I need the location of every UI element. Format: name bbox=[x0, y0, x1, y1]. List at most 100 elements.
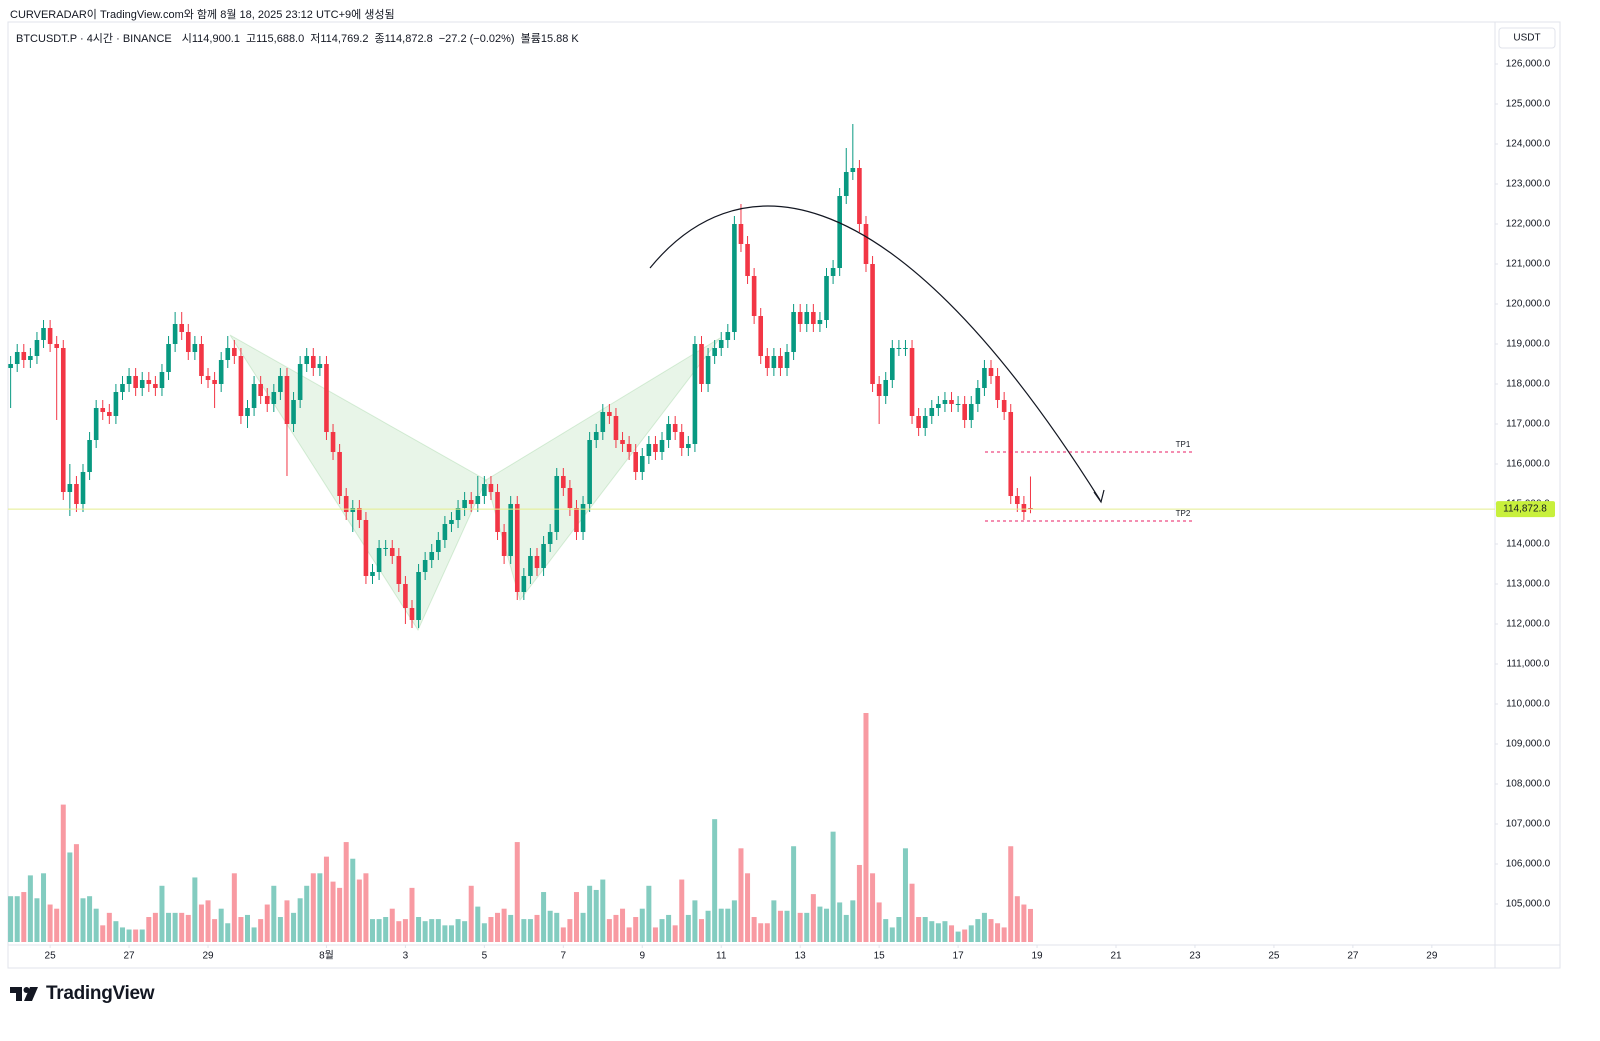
candle-body bbox=[113, 392, 119, 416]
volume-bar bbox=[225, 923, 231, 942]
candle-body bbox=[337, 452, 342, 496]
volume-bar bbox=[218, 908, 224, 942]
candle-body bbox=[758, 316, 764, 356]
volume-bar bbox=[692, 900, 698, 942]
volume-bar bbox=[764, 923, 770, 942]
volume-bar bbox=[843, 914, 849, 942]
volume-bar bbox=[863, 713, 869, 942]
pattern-xab bbox=[229, 334, 487, 632]
y-tick-label: 111,000.0 bbox=[1506, 659, 1549, 670]
volume-bar bbox=[929, 921, 935, 942]
candle-body bbox=[185, 332, 191, 352]
volume-bar bbox=[383, 917, 389, 942]
volume-bar bbox=[534, 914, 540, 942]
candle-body bbox=[133, 376, 138, 388]
volume-bar bbox=[435, 919, 441, 942]
volume-bar bbox=[909, 883, 915, 942]
candle-body bbox=[705, 356, 711, 384]
volume-bar bbox=[758, 923, 764, 942]
volume-bar bbox=[291, 912, 297, 942]
candle-body bbox=[34, 340, 40, 356]
candle-body bbox=[995, 376, 1000, 400]
volume-bar bbox=[100, 925, 106, 942]
volume-bar bbox=[198, 904, 204, 942]
candle-body bbox=[745, 244, 750, 276]
legend-value: 114,769.2 bbox=[320, 33, 369, 45]
y-tick-label: 122,000.0 bbox=[1506, 219, 1551, 230]
candle-body bbox=[8, 364, 13, 368]
candle-body bbox=[699, 344, 704, 384]
volume-bar bbox=[429, 919, 435, 942]
volume-bar bbox=[508, 914, 514, 942]
y-tick-label: 110,000.0 bbox=[1506, 699, 1550, 710]
legend-item: 저114,769.2 bbox=[310, 33, 368, 45]
volume-bar bbox=[567, 919, 573, 942]
candle-body bbox=[587, 440, 592, 504]
candle-body bbox=[541, 544, 546, 568]
volume-bar bbox=[323, 856, 329, 942]
candle-body bbox=[883, 380, 889, 396]
candle-body bbox=[271, 392, 277, 404]
candle-body bbox=[850, 168, 856, 172]
volume-bar bbox=[830, 831, 836, 942]
candle-body bbox=[949, 400, 954, 404]
candle-body bbox=[192, 344, 198, 352]
frame bbox=[7, 21, 1561, 969]
candle-body bbox=[172, 324, 178, 344]
volume-bar bbox=[797, 912, 803, 942]
x-tick-label: 13 bbox=[795, 951, 807, 962]
volume-bar bbox=[106, 912, 112, 942]
candle-body bbox=[600, 412, 606, 432]
candle-body bbox=[47, 328, 53, 344]
y-tick-label: 106,000.0 bbox=[1506, 859, 1551, 870]
candle-body bbox=[639, 456, 645, 472]
candle-body bbox=[488, 484, 494, 492]
x-tick-label: 9 bbox=[639, 951, 645, 962]
volume-bar bbox=[87, 896, 93, 942]
volume-bar bbox=[593, 889, 599, 942]
candle-body bbox=[80, 472, 86, 504]
volume-bar bbox=[777, 910, 783, 942]
candle-body bbox=[718, 340, 724, 348]
y-tick-label: 124,000.0 bbox=[1506, 139, 1551, 150]
candle-body bbox=[389, 548, 395, 556]
y-tick-label: 113,000.0 bbox=[1506, 579, 1550, 590]
candle-body bbox=[534, 556, 540, 568]
candle-body bbox=[475, 496, 481, 504]
candle-body bbox=[67, 484, 73, 492]
volume-bar bbox=[389, 908, 395, 942]
volume-bar bbox=[955, 931, 961, 942]
candle-body bbox=[791, 312, 796, 352]
volume-bar bbox=[1008, 846, 1014, 942]
volume-bar bbox=[370, 919, 376, 942]
candle-body bbox=[199, 344, 204, 376]
volume-bar bbox=[902, 848, 908, 942]
candle-body bbox=[14, 352, 20, 364]
volume-bar bbox=[738, 848, 744, 942]
volume-bar bbox=[600, 879, 606, 942]
candle-body bbox=[936, 404, 941, 408]
legend-item: 고115,688.0 bbox=[246, 33, 304, 45]
candle-body bbox=[764, 356, 770, 368]
candle-body bbox=[120, 384, 125, 392]
volume-bar bbox=[60, 804, 66, 942]
candle-body bbox=[60, 348, 66, 492]
y-tick-label: 119,000.0 bbox=[1506, 339, 1550, 350]
candle-body bbox=[679, 432, 685, 448]
candle-body bbox=[297, 364, 303, 400]
x-tick-label: 8월 bbox=[319, 950, 334, 962]
candle-body bbox=[811, 312, 816, 324]
legend-item: 볼륨15.88 K bbox=[521, 33, 579, 45]
candle-body bbox=[28, 356, 33, 360]
volume-bar bbox=[672, 925, 678, 942]
candle-body bbox=[93, 408, 99, 440]
candle-body bbox=[896, 348, 902, 349]
volume-bar bbox=[396, 921, 402, 942]
volume-bar bbox=[495, 912, 501, 942]
y-tick-label: 121,000.0 bbox=[1506, 259, 1551, 270]
volume-bar bbox=[304, 885, 310, 942]
volume-bar bbox=[152, 912, 158, 942]
volume-bar bbox=[284, 900, 290, 942]
candle-body bbox=[712, 348, 717, 356]
volume-bar bbox=[34, 898, 40, 942]
